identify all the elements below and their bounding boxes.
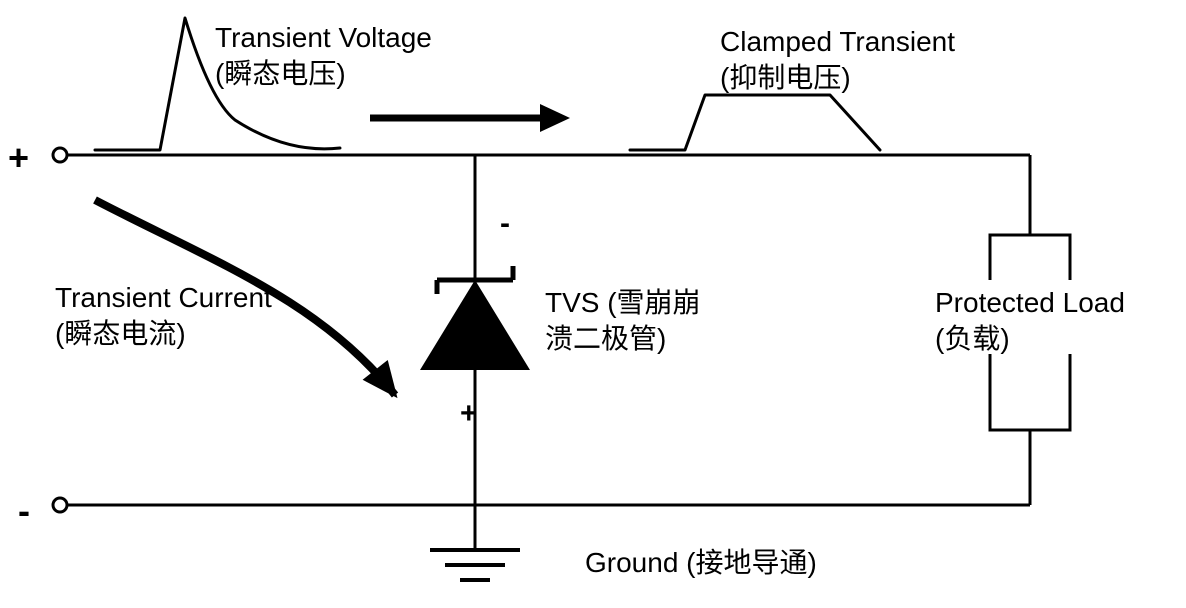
load-en-label: Protected Load	[935, 285, 1125, 320]
clamped-zh-label: (抑制电压)	[720, 60, 851, 95]
transient-current-en-label: Transient Current	[55, 280, 272, 315]
tvs-line2-label: 溃二极管)	[545, 321, 666, 356]
minus-terminal-label: -	[18, 488, 30, 533]
load-zh-label: (负载)	[935, 321, 1010, 356]
clamped-en-label: Clamped Transient	[720, 24, 955, 59]
tvs-plus-label: +	[460, 395, 478, 433]
tvs-line1-label: TVS (雪崩崩	[545, 285, 701, 320]
transient-voltage-en-label: Transient Voltage	[215, 20, 432, 55]
transient-current-zh-label: (瞬态电流)	[55, 316, 186, 351]
transient-voltage-zh-label: (瞬态电压)	[215, 56, 346, 91]
plus-terminal-label: +	[8, 135, 29, 180]
ground-label: Ground (接地导通)	[585, 545, 817, 580]
tvs-minus-label: -	[500, 205, 510, 243]
